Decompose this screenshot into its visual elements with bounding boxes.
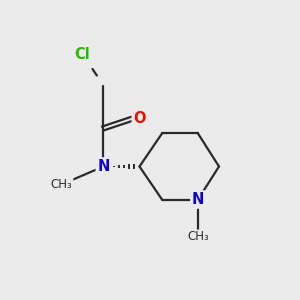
Text: CH₃: CH₃ (187, 230, 209, 244)
Text: CH₃: CH₃ (51, 178, 72, 191)
Text: N: N (97, 159, 110, 174)
Text: N: N (192, 192, 204, 207)
Text: O: O (133, 111, 146, 126)
Text: Cl: Cl (75, 46, 90, 62)
